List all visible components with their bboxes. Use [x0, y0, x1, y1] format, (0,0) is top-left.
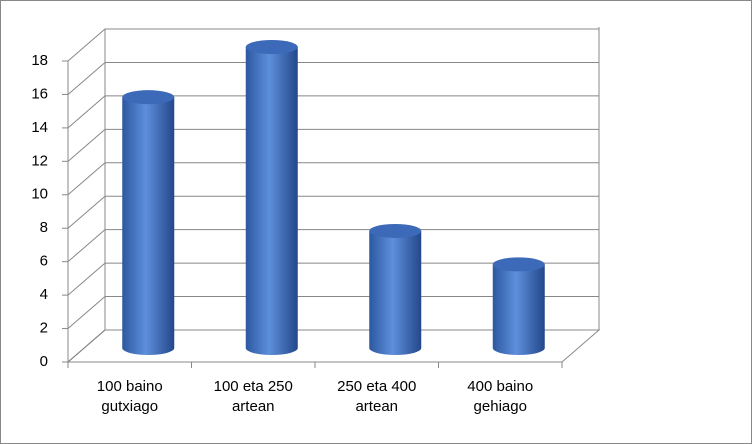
grid-line [67, 162, 599, 196]
cylinder [369, 223, 422, 355]
cylinder [122, 90, 175, 356]
x-tick-label: 400 baino gehiago [467, 378, 534, 415]
cylinder [245, 40, 298, 355]
y-tick-label: 2 [40, 320, 48, 337]
y-tick-label: 6 [40, 253, 48, 270]
cylinder-top [369, 223, 422, 238]
cylinder-body [369, 230, 422, 355]
y-tick-label: 18 [31, 52, 48, 69]
cylinder [492, 257, 545, 355]
y-tick-label: 14 [31, 119, 48, 136]
cylinder-body [245, 47, 298, 355]
grid-line [67, 95, 599, 129]
y-tick-label: 4 [40, 286, 48, 303]
grid-line [67, 329, 599, 363]
grid-line [67, 28, 599, 62]
y-tick-label: 10 [31, 186, 48, 203]
cylinder-top [122, 90, 175, 105]
x-tick-label: 100 baino gutxiago [96, 378, 163, 415]
grid-line [67, 128, 599, 162]
y-tick-label: 8 [40, 219, 48, 236]
x-tick-label: 100 eta 250 artean [213, 378, 293, 415]
x-tick-label: 250 eta 400 artean [337, 378, 417, 415]
y-tick-label: 0 [40, 353, 48, 370]
y-tick-label: 16 [31, 85, 48, 102]
grid-line [67, 262, 599, 296]
cylinder-body [492, 264, 545, 355]
y-tick-label: 12 [31, 152, 48, 169]
grid-line [67, 61, 599, 95]
cylinder-body [122, 97, 175, 356]
cylinder-top [245, 40, 298, 54]
grid-line [67, 296, 599, 329]
grid-line [67, 195, 599, 229]
grid-line [67, 229, 599, 263]
cylinder-top [492, 257, 545, 272]
